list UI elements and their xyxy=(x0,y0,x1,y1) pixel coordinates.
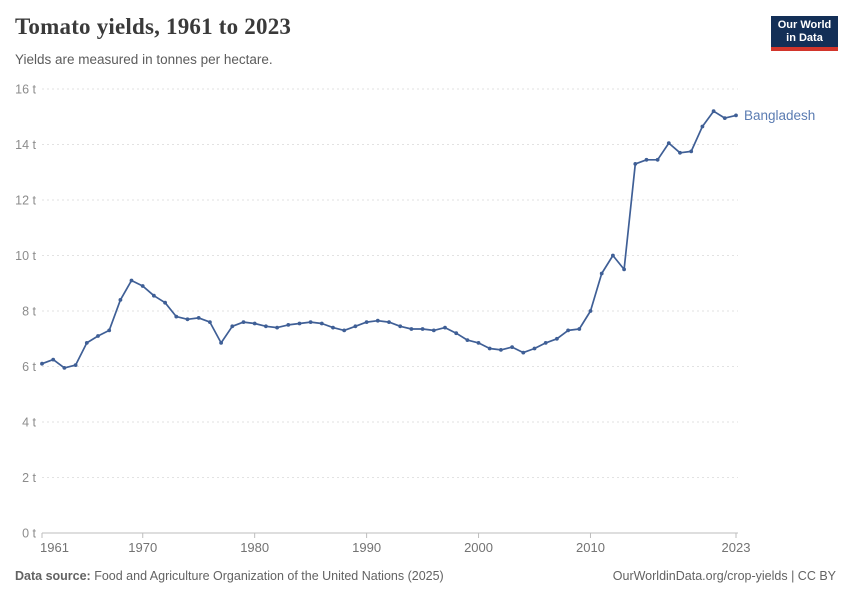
data-point-marker xyxy=(398,324,403,329)
data-point-marker xyxy=(208,320,212,324)
data-point-marker xyxy=(420,327,425,331)
data-point-marker xyxy=(219,341,224,345)
data-point-marker xyxy=(611,253,615,258)
x-tick-label: 2010 xyxy=(576,540,605,555)
data-point-marker xyxy=(700,124,705,129)
data-point-marker xyxy=(73,363,78,367)
data-point-marker xyxy=(633,162,638,166)
data-point-marker xyxy=(129,278,134,283)
data-point-marker xyxy=(555,336,559,341)
series-end-label: Bangladesh xyxy=(744,108,815,123)
y-tick-label: 4 t xyxy=(22,416,36,430)
data-point-marker xyxy=(476,341,481,345)
y-tick-label: 12 t xyxy=(15,194,36,208)
data-point-marker xyxy=(431,328,436,333)
page-subtitle: Yields are measured in tonnes per hectar… xyxy=(15,52,273,67)
data-point-marker xyxy=(185,317,190,322)
data-point-marker xyxy=(487,346,492,351)
data-point-marker xyxy=(364,320,369,324)
data-point-marker xyxy=(678,150,682,155)
data-point-marker xyxy=(174,314,179,319)
data-point-marker xyxy=(387,320,391,324)
data-point-marker xyxy=(96,334,100,338)
data-point-marker xyxy=(510,345,514,349)
data-point-marker xyxy=(711,109,716,114)
data-source: Data source: Food and Agriculture Organi… xyxy=(15,569,444,583)
y-tick-label: 10 t xyxy=(15,249,36,263)
data-point-marker xyxy=(577,327,582,331)
data-point-marker xyxy=(666,141,671,146)
owid-logo-line2: in Data xyxy=(786,32,823,45)
data-point-marker xyxy=(532,346,537,351)
data-point-marker xyxy=(62,366,67,370)
data-point-marker xyxy=(588,309,593,313)
x-tick-label: 2000 xyxy=(464,540,493,555)
data-point-marker xyxy=(465,338,470,342)
x-tick-label: 1961 xyxy=(40,540,69,555)
y-tick-label: 6 t xyxy=(22,360,36,374)
data-point-marker xyxy=(543,341,548,345)
data-point-marker xyxy=(163,300,168,305)
data-point-marker xyxy=(196,316,201,320)
data-point-marker xyxy=(409,327,414,331)
data-point-marker xyxy=(622,267,626,272)
data-point-marker xyxy=(722,116,727,120)
data-point-marker xyxy=(252,321,257,326)
data-point-marker xyxy=(118,298,123,302)
owid-logo-line1: Our World xyxy=(777,19,832,31)
credit-link[interactable]: OurWorldinData.org/crop-yields | CC BY xyxy=(612,569,836,583)
data-point-marker xyxy=(331,325,335,330)
x-tick-label: 2023 xyxy=(722,540,751,555)
data-point-marker xyxy=(297,321,302,326)
y-tick-label: 2 t xyxy=(22,471,36,485)
data-point-marker xyxy=(152,293,156,298)
data-point-marker xyxy=(689,149,694,154)
data-point-marker xyxy=(644,157,649,162)
data-point-marker xyxy=(655,157,660,162)
x-tick-label: 1980 xyxy=(240,540,269,555)
x-tick-label: 1990 xyxy=(352,540,381,555)
series-line xyxy=(41,110,737,369)
data-point-marker xyxy=(521,350,526,355)
x-tick-label: 1970 xyxy=(128,540,157,555)
data-point-marker xyxy=(40,361,44,366)
data-point-marker xyxy=(84,341,89,345)
data-point-marker xyxy=(566,328,570,333)
data-point-marker xyxy=(308,320,313,324)
data-point-marker xyxy=(241,320,246,324)
page-title: Tomato yields, 1961 to 2023 xyxy=(15,14,292,39)
data-point-marker xyxy=(51,357,56,362)
data-point-marker xyxy=(264,324,268,329)
data-point-marker xyxy=(443,325,447,330)
data-point-marker xyxy=(319,321,324,326)
data-source-label: Data source: xyxy=(15,569,91,583)
data-point-marker xyxy=(599,271,604,276)
data-point-marker xyxy=(499,348,503,352)
data-point-marker xyxy=(375,318,380,323)
y-tick-label: 8 t xyxy=(22,305,36,319)
chart-footer: Data source: Food and Agriculture Organi… xyxy=(15,569,836,583)
y-tick-label: 0 t xyxy=(22,527,36,541)
data-point-marker xyxy=(353,324,358,329)
data-point-marker xyxy=(454,331,459,336)
data-point-marker xyxy=(275,325,279,330)
data-point-marker xyxy=(734,113,738,118)
data-point-marker xyxy=(286,323,291,327)
y-tick-label: 16 t xyxy=(15,83,36,97)
data-point-marker xyxy=(140,284,145,288)
y-tick-label: 14 t xyxy=(15,138,36,152)
data-point-marker xyxy=(342,328,347,333)
data-point-marker xyxy=(230,324,235,329)
data-source-text: Food and Agriculture Organization of the… xyxy=(90,569,444,583)
data-point-marker xyxy=(107,328,112,333)
owid-logo[interactable]: Our World in Data xyxy=(771,16,838,52)
